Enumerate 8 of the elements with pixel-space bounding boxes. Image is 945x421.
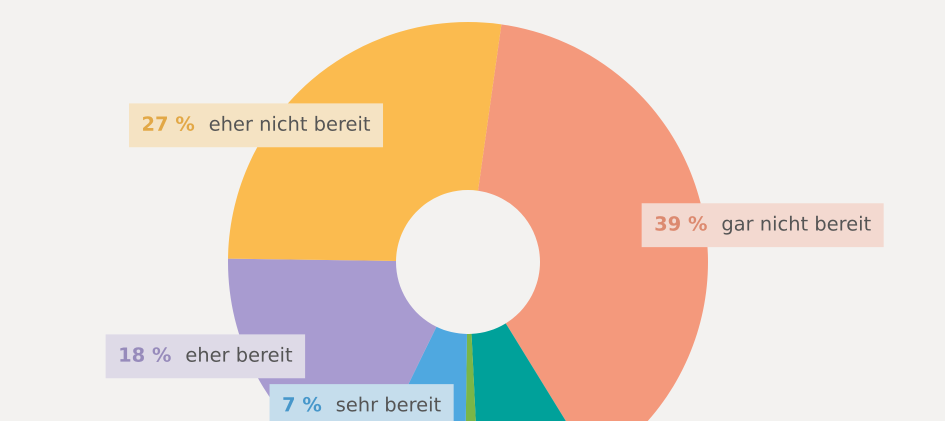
data-label: 18 %: [120, 347, 171, 362]
data-label: 39 %: [655, 216, 707, 231]
slice-label: gar nicht bereit: [722, 216, 871, 235]
data-label: 27 %: [143, 116, 194, 131]
slice-label: eher bereit: [186, 346, 292, 362]
slice-label: eher nicht bereit: [210, 116, 370, 131]
slice-label: sehr bereit: [336, 396, 441, 412]
data-label: 7 %: [283, 396, 322, 412]
